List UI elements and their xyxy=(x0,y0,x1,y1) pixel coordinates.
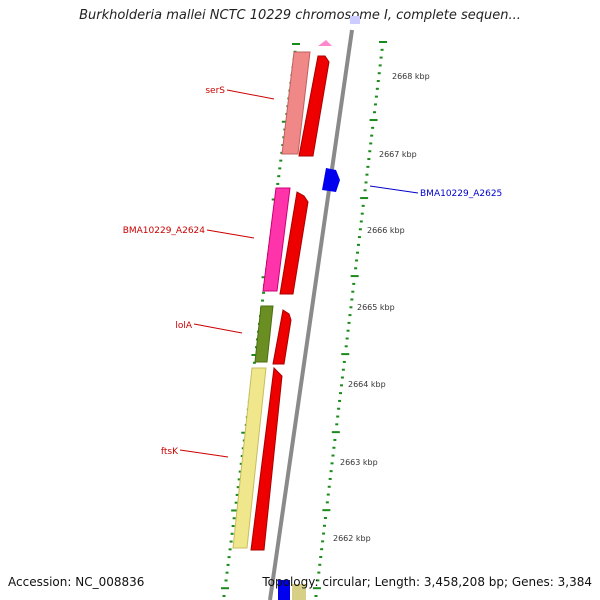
leader-lolA xyxy=(193,323,243,334)
leader-bma2624 xyxy=(206,229,255,239)
leader-bma2625 xyxy=(369,185,419,194)
cds-arrow-3[interactable] xyxy=(272,309,292,365)
tick-label-2666: 2666 kbp xyxy=(367,226,405,235)
gene-serS-block[interactable] xyxy=(281,51,311,155)
bottom-blue-fragment xyxy=(278,580,290,600)
gene-bma2624-block[interactable] xyxy=(262,187,291,292)
bottom-khaki-fragment xyxy=(292,584,306,600)
topology-text: Topology: circular; Length: 3,458,208 bp… xyxy=(262,575,592,589)
gene-label-bma2624[interactable]: BMA10229_A2624 xyxy=(123,226,206,236)
pink-arrow-tip xyxy=(318,40,332,46)
gene-lolA-block[interactable] xyxy=(254,305,274,363)
leader-serS xyxy=(226,89,275,100)
backbone-line xyxy=(268,29,354,600)
cds-arrow-1[interactable] xyxy=(298,55,330,157)
tick-marks-right xyxy=(312,41,387,597)
map-title: Burkholderia mallei NCTC 10229 chromosom… xyxy=(79,8,521,23)
accession-text: Accession: NC_008836 xyxy=(8,575,145,589)
cds-arrow-2[interactable] xyxy=(279,191,309,295)
gene-label-bma2625[interactable]: BMA10229_A2625 xyxy=(420,189,502,199)
cds-arrow-4[interactable] xyxy=(250,366,283,551)
gene-label-serS[interactable]: serS xyxy=(205,86,225,96)
tick-label-2663: 2663 kbp xyxy=(340,458,378,467)
gene-ftsK-block[interactable] xyxy=(232,367,267,549)
blue-marker-top xyxy=(350,16,360,24)
tick-label-2664: 2664 kbp xyxy=(348,380,386,389)
gene-label-lolA[interactable]: lolA xyxy=(175,321,193,331)
tick-label-2667: 2667 kbp xyxy=(379,150,417,159)
tick-label-2665: 2665 kbp xyxy=(357,303,395,312)
tick-label-2668: 2668 kbp xyxy=(392,72,430,81)
gene-label-ftsK[interactable]: ftsK xyxy=(161,447,179,457)
leader-ftsK xyxy=(179,449,229,458)
tick-label-2662: 2662 kbp xyxy=(333,534,371,543)
gene-bma2625-block[interactable] xyxy=(322,168,340,192)
